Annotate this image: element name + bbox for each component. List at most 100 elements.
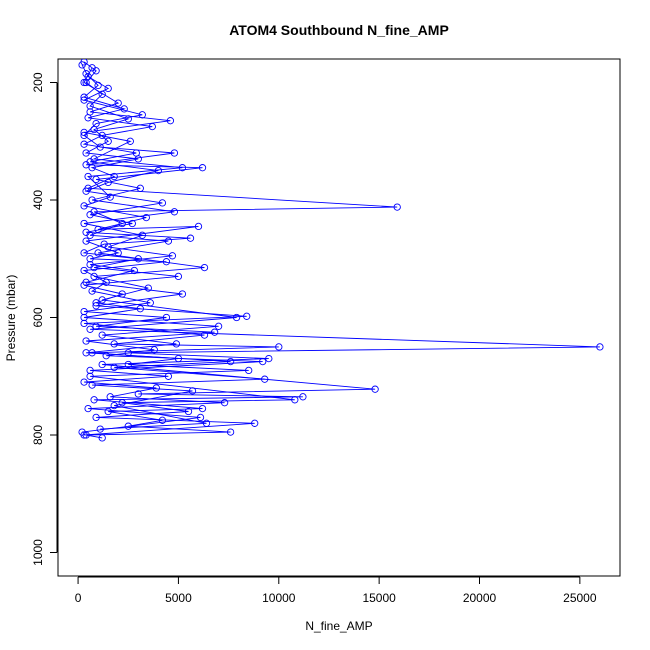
- y-tick-label: 800: [31, 425, 45, 445]
- data-point: [88, 381, 96, 389]
- data-point: [124, 360, 132, 369]
- x-tick-label: 20000: [463, 591, 497, 605]
- data-point: [134, 390, 142, 398]
- data-point: [174, 272, 183, 281]
- data-point: [251, 419, 259, 427]
- x-axis-label: N_fine_AMP: [305, 619, 372, 633]
- data-point: [92, 299, 100, 307]
- series-line: [82, 73, 265, 430]
- data-point: [82, 337, 90, 345]
- data-point: [90, 263, 98, 272]
- data-point: [118, 219, 126, 228]
- x-tick-label: 0: [75, 591, 82, 605]
- data-point: [194, 222, 203, 231]
- data-point: [299, 393, 307, 401]
- data-point: [104, 407, 112, 416]
- data-point: [86, 255, 94, 263]
- data-point: [118, 399, 126, 407]
- data-point: [184, 407, 193, 416]
- data-point: [142, 213, 150, 222]
- data-point: [90, 396, 98, 404]
- data-point: [162, 258, 171, 266]
- data-point: [134, 255, 142, 263]
- data-point: [80, 281, 88, 289]
- data-point: [220, 399, 229, 407]
- y-tick-label: 400: [31, 190, 45, 210]
- data-point: [82, 70, 90, 78]
- y-axis: 200 400 600 800 1000: [31, 72, 58, 566]
- data-point: [82, 228, 90, 236]
- data-point: [232, 313, 241, 322]
- data-point: [114, 99, 122, 107]
- data-point: [110, 363, 118, 372]
- data-point: [98, 131, 106, 140]
- data-point: [168, 252, 177, 260]
- data-point: [80, 266, 88, 275]
- data-point: [86, 102, 94, 110]
- data-point: [94, 249, 102, 257]
- data-point: [84, 114, 92, 122]
- data-point: [80, 249, 88, 257]
- data-point: [291, 396, 299, 404]
- data-point: [164, 237, 173, 245]
- data-point: [106, 393, 114, 401]
- x-tick-label: 5000: [165, 591, 192, 605]
- data-point: [118, 290, 126, 298]
- data-point: [80, 319, 88, 328]
- data-point: [78, 428, 86, 436]
- x-tick-label: 15000: [362, 591, 396, 605]
- data-point: [214, 322, 223, 330]
- data-point: [88, 64, 96, 72]
- data-point: [148, 122, 156, 131]
- data-point: [80, 93, 88, 101]
- data-point: [98, 434, 106, 442]
- data-point: [226, 428, 235, 436]
- data-point: [96, 425, 104, 433]
- data-point: [100, 240, 108, 248]
- data-point: [144, 284, 152, 292]
- data-point: [102, 352, 110, 360]
- series-line: [82, 67, 263, 433]
- data-point: [102, 278, 110, 286]
- y-tick-label: 600: [31, 307, 45, 327]
- data-point: [80, 128, 88, 137]
- series-0: [80, 59, 604, 442]
- data-point: [170, 208, 179, 216]
- data-point: [210, 328, 219, 336]
- data-point: [80, 219, 88, 228]
- data-point: [78, 61, 86, 69]
- data-point: [110, 172, 118, 181]
- data-point: [596, 343, 604, 351]
- plot-frame: [57, 58, 621, 577]
- data-point: [259, 357, 267, 366]
- data-point: [94, 81, 102, 90]
- data-point: [158, 199, 167, 207]
- data-point: [188, 387, 197, 395]
- series-line: [83, 61, 600, 439]
- y-tick-label: 1000: [31, 539, 45, 566]
- data-point: [80, 78, 88, 87]
- data-point: [92, 413, 100, 422]
- data-point: [88, 287, 96, 295]
- data-point: [98, 360, 106, 369]
- data-point: [80, 140, 88, 148]
- data-point: [114, 249, 122, 257]
- data-point: [82, 149, 90, 157]
- data-point: [152, 384, 160, 392]
- data-point: [275, 343, 283, 351]
- series-3: [80, 70, 269, 433]
- data-point: [86, 325, 94, 333]
- data-point: [146, 299, 154, 307]
- data-point: [162, 313, 171, 322]
- data-point: [104, 178, 112, 187]
- data-point: [86, 372, 94, 380]
- data-point: [198, 164, 207, 172]
- data-point: [80, 307, 88, 316]
- series-2: [78, 64, 267, 436]
- data-point: [202, 419, 211, 427]
- data-point: [126, 137, 134, 145]
- data-point: [243, 312, 251, 320]
- data-point: [86, 158, 94, 166]
- y-tick-label: 200: [31, 72, 45, 92]
